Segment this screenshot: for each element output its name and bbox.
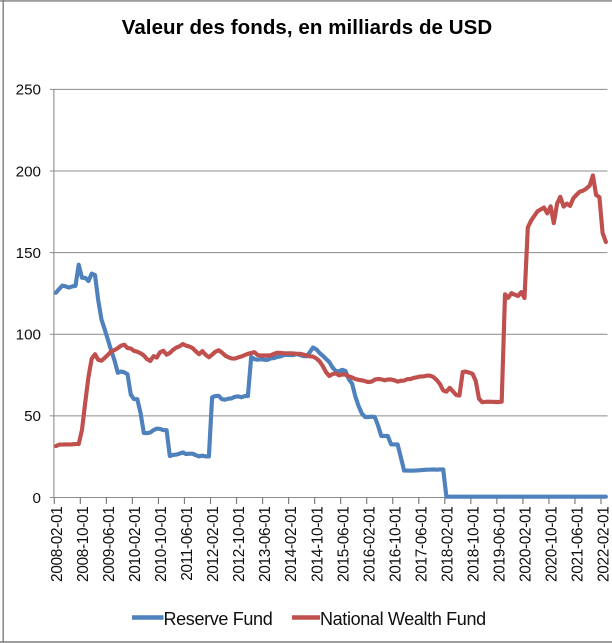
svg-text:2008-02-01: 2008-02-01 bbox=[49, 507, 66, 582]
svg-text:2012-02-01: 2012-02-01 bbox=[205, 507, 222, 582]
svg-text:2019-06-01: 2019-06-01 bbox=[492, 507, 509, 582]
svg-text:100: 100 bbox=[16, 327, 41, 344]
svg-text:250: 250 bbox=[16, 82, 41, 99]
svg-text:2009-06-01: 2009-06-01 bbox=[101, 507, 118, 582]
svg-text:Reserve Fund: Reserve Fund bbox=[164, 609, 273, 629]
svg-text:200: 200 bbox=[16, 163, 41, 180]
svg-text:2010-02-01: 2010-02-01 bbox=[127, 507, 144, 582]
svg-text:2016-02-01: 2016-02-01 bbox=[361, 507, 378, 582]
svg-text:2014-10-01: 2014-10-01 bbox=[309, 507, 326, 582]
svg-text:2011-06-01: 2011-06-01 bbox=[179, 507, 196, 581]
svg-text:National Wealth Fund: National Wealth Fund bbox=[320, 609, 486, 629]
svg-text:0: 0 bbox=[33, 490, 41, 507]
svg-text:2014-02-01: 2014-02-01 bbox=[283, 507, 300, 582]
svg-text:2016-10-01: 2016-10-01 bbox=[387, 507, 404, 582]
svg-text:50: 50 bbox=[24, 408, 41, 425]
svg-text:Valeur des fonds, en milliards: Valeur des fonds, en milliards de USD bbox=[122, 16, 493, 39]
svg-text:2008-10-01: 2008-10-01 bbox=[75, 507, 92, 582]
svg-text:2015-06-01: 2015-06-01 bbox=[335, 507, 352, 582]
svg-text:2020-02-01: 2020-02-01 bbox=[518, 507, 535, 582]
svg-text:150: 150 bbox=[16, 245, 41, 262]
svg-text:2010-10-01: 2010-10-01 bbox=[153, 507, 170, 582]
svg-text:2018-10-01: 2018-10-01 bbox=[466, 507, 483, 582]
svg-text:2021-06-01: 2021-06-01 bbox=[570, 507, 587, 582]
svg-text:2022-02-01: 2022-02-01 bbox=[596, 507, 612, 582]
svg-text:2020-10-01: 2020-10-01 bbox=[544, 507, 561, 582]
svg-text:2012-10-01: 2012-10-01 bbox=[231, 507, 248, 582]
svg-text:2013-06-01: 2013-06-01 bbox=[257, 507, 274, 582]
svg-text:2017-06-01: 2017-06-01 bbox=[413, 507, 430, 582]
svg-text:2018-02-01: 2018-02-01 bbox=[439, 507, 456, 582]
